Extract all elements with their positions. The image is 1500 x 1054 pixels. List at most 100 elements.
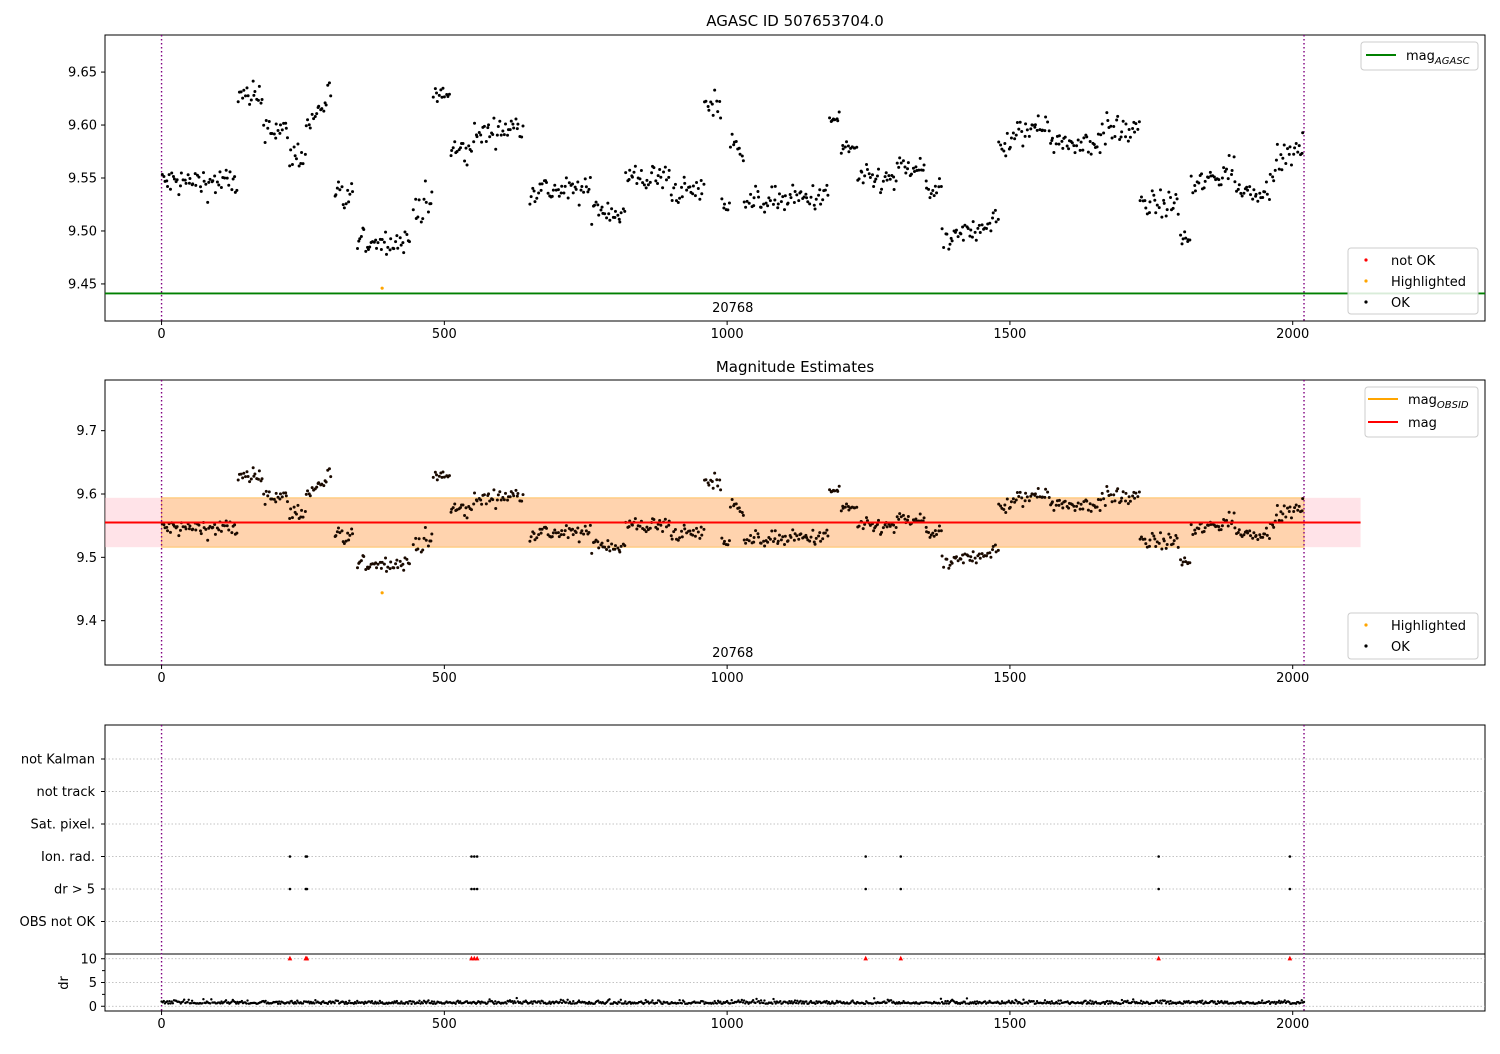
ok-point: [918, 512, 922, 516]
dr-point: [354, 1002, 358, 1005]
dr-point: [162, 999, 166, 1003]
dr-point: [515, 996, 518, 1000]
ok-point: [531, 186, 535, 190]
ok-point: [741, 513, 745, 517]
ok-point: [1264, 526, 1268, 530]
ok-point: [1292, 510, 1296, 514]
ok-point: [1230, 173, 1234, 177]
ok-point: [984, 226, 988, 230]
ok-point: [901, 159, 905, 163]
ok-point: [667, 168, 671, 172]
ok-point: [437, 93, 441, 97]
ok-point: [1232, 155, 1236, 159]
dr-point: [296, 999, 299, 1002]
ok-point: [351, 190, 355, 194]
dr-point: [570, 1002, 574, 1005]
dr-point: [1216, 1000, 1220, 1003]
ok-point: [754, 184, 758, 188]
ok-point: [619, 211, 623, 215]
ok-point: [1081, 507, 1085, 511]
ok-point: [499, 133, 503, 137]
ok-point: [817, 193, 821, 197]
high-dr-marker: [1156, 955, 1161, 961]
ok-point: [906, 514, 910, 518]
ok-point: [948, 242, 952, 246]
ok-point: [290, 516, 294, 520]
ok-point: [165, 525, 169, 529]
ok-point: [1226, 177, 1230, 181]
ok-point: [292, 145, 296, 149]
ok-point: [472, 140, 476, 144]
ok-point: [720, 536, 724, 540]
ok-point: [1073, 151, 1077, 155]
ok-point: [1225, 167, 1229, 171]
ok-point: [744, 541, 748, 545]
legend-box: [1360, 41, 1479, 71]
ok-point: [355, 246, 359, 250]
ok-point: [680, 535, 684, 539]
ok-point: [752, 540, 756, 544]
ok-point: [663, 517, 667, 521]
ok-point: [828, 116, 832, 120]
ok-point: [289, 148, 293, 152]
ok-point: [881, 179, 885, 183]
ok-point: [966, 554, 970, 558]
ok-point: [912, 169, 916, 173]
ok-point: [177, 193, 181, 197]
dr-point: [1276, 1001, 1280, 1004]
dr-point: [189, 1002, 193, 1005]
ok-point: [846, 505, 850, 509]
ok-point: [1061, 506, 1065, 510]
ok-point: [691, 184, 695, 188]
dr-point: [373, 1002, 376, 1005]
dr-point: [1181, 1002, 1185, 1005]
ok-point: [447, 474, 451, 478]
ok-point: [384, 230, 388, 234]
ok-point: [516, 491, 520, 495]
ok-point: [922, 516, 926, 520]
ok-point: [980, 552, 984, 556]
dr-point: [1126, 999, 1129, 1003]
ok-point: [843, 505, 847, 509]
ok-point: [978, 556, 982, 560]
ok-point: [357, 239, 361, 243]
flag-row-label: OBS not OK: [20, 915, 96, 930]
ok-point: [892, 523, 896, 527]
ok-point: [539, 188, 543, 192]
ok-point: [766, 204, 770, 208]
dr-point: [1159, 999, 1162, 1002]
ok-point: [1131, 126, 1135, 130]
ok-point: [532, 189, 536, 193]
ok-point: [680, 185, 684, 189]
ok-point: [1265, 533, 1269, 537]
ok-point: [644, 186, 648, 190]
ok-point: [594, 200, 598, 204]
flag-point: [899, 887, 903, 891]
dr-point: [456, 999, 460, 1003]
ok-point: [473, 491, 477, 495]
dr-point: [792, 1001, 796, 1004]
ok-point: [375, 566, 379, 570]
ok-point: [241, 476, 245, 480]
ok-point: [388, 567, 392, 571]
legend-top-right: magAGASC: [1360, 41, 1479, 71]
ok-point: [267, 119, 271, 123]
ok-point: [933, 529, 937, 533]
ok-point: [576, 526, 580, 530]
ok-point: [424, 538, 428, 542]
ok-point: [1282, 143, 1286, 147]
ok-point: [266, 494, 270, 498]
ok-point: [1261, 535, 1265, 539]
ok-point: [257, 84, 261, 88]
ok-point: [479, 133, 483, 137]
ok-point: [607, 545, 611, 549]
ok-point: [779, 200, 783, 204]
dr-point: [788, 1000, 791, 1003]
ok-point: [274, 491, 278, 495]
dr-point: [1302, 1000, 1306, 1004]
ok-point: [327, 467, 331, 471]
dr-point: [427, 999, 430, 1002]
dr-point: [975, 1000, 979, 1003]
ok-point: [627, 178, 631, 182]
